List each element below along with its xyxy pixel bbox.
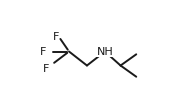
Text: F: F bbox=[40, 46, 47, 57]
Text: NH: NH bbox=[96, 46, 113, 57]
Text: F: F bbox=[43, 64, 49, 74]
Text: F: F bbox=[52, 32, 59, 42]
